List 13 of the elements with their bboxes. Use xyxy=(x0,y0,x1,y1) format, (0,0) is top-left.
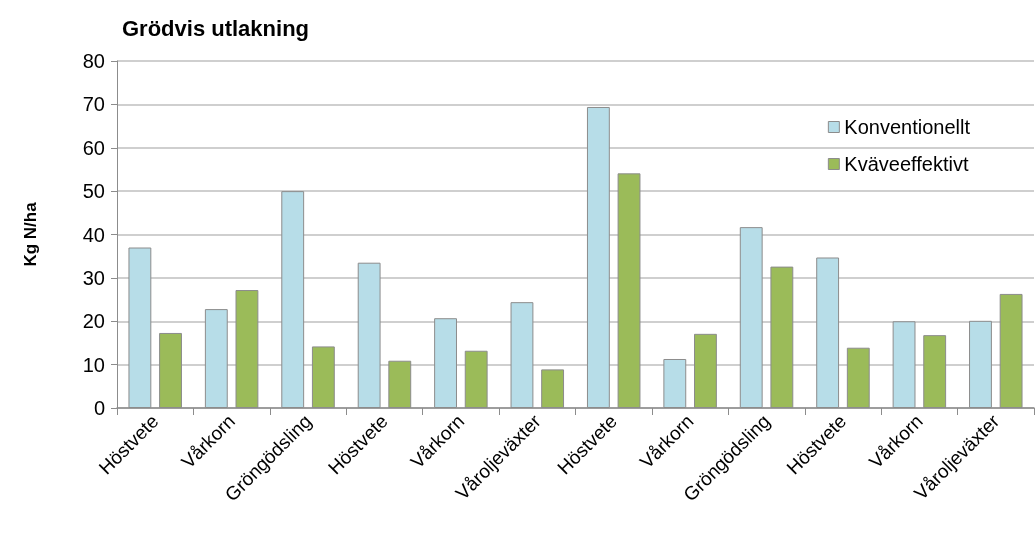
y-tick-label: 30 xyxy=(82,266,105,289)
y-tick-label: 60 xyxy=(82,136,105,159)
legend-label: Konventionellt xyxy=(844,116,971,138)
legend-label: Kväveeffektivt xyxy=(844,153,969,175)
y-tick-label: 50 xyxy=(82,180,105,203)
y-tick-label: 0 xyxy=(93,397,105,419)
chart-title: Grödvis utlakning xyxy=(122,15,310,41)
y-tick-label: 40 xyxy=(82,223,105,246)
y-tick-label: 10 xyxy=(82,353,105,376)
y-tick-label: 70 xyxy=(82,93,105,116)
y-axis-title: Kg N/ha xyxy=(21,201,40,267)
y-tick-label: 80 xyxy=(82,50,105,72)
y-tick-label: 20 xyxy=(82,310,105,333)
